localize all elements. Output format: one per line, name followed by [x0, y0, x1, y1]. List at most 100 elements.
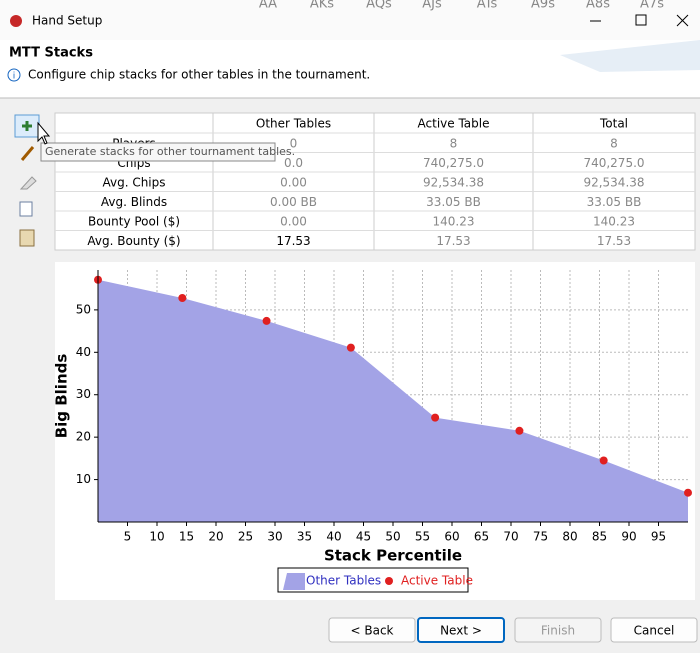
cell: 740,275.0 [423, 156, 484, 170]
cell: 0 [290, 136, 298, 150]
x-tick-label: 50 [385, 530, 400, 544]
button-label: < Back [350, 624, 393, 638]
maximize[interactable] [635, 14, 647, 26]
background-tab: A9s [531, 0, 555, 12]
x-tick-label: 80 [562, 530, 577, 544]
tooltip-text: Generate stacks for other tournament tab… [45, 145, 295, 158]
legend-label: Other Tables [306, 574, 381, 588]
y-tick-label: 40 [76, 345, 91, 359]
info-icon [7, 68, 21, 82]
y-tick-label: 50 [76, 302, 91, 316]
header-title: MTT Stacks [9, 46, 93, 61]
background-tab: AA [259, 0, 277, 12]
cell: 0.0 [284, 156, 303, 170]
point [515, 426, 524, 435]
button[interactable] [328, 617, 416, 643]
legend-swatch [283, 573, 305, 590]
row-label: Avg. Blinds [101, 195, 167, 209]
pencil-icon [20, 146, 35, 161]
cell: 0.00 [280, 175, 307, 189]
x-tick-label: 30 [267, 530, 282, 544]
tooltip-box [40, 142, 276, 162]
y-axis-label: Big Blinds [53, 354, 71, 439]
y-tick-label: 30 [76, 387, 91, 401]
x-tick-label: 55 [415, 530, 430, 544]
cell: 92,534.38 [583, 175, 644, 189]
point [346, 343, 355, 352]
background-tabs: AA AKs AQs AJs ATs A9s A8s A7s [259, 0, 664, 12]
x-tick-label: 45 [356, 530, 371, 544]
paste-button[interactable] [19, 229, 35, 247]
cell: 17.53 [436, 234, 470, 248]
cell: 140.23 [433, 214, 475, 228]
legend-box [277, 567, 469, 593]
cell[interactable]: 17.53 [276, 234, 310, 248]
cell: 140.23 [593, 214, 635, 228]
title-bar [0, 0, 700, 40]
background-tab: AQs [366, 0, 392, 12]
legend-swatch [385, 577, 393, 585]
x-tick-label: 95 [651, 530, 666, 544]
cell: 740,275.0 [583, 156, 644, 170]
x-tick-label: 90 [621, 530, 636, 544]
background-tab: ATs [477, 0, 498, 12]
x-tick-label: 5 [124, 530, 132, 544]
x-tick-label: 60 [444, 530, 459, 544]
header-decoration [560, 40, 700, 72]
table-bg [54, 112, 696, 251]
column-header: Active Table [418, 117, 490, 131]
x-tick-label: 70 [503, 530, 518, 544]
copy-button[interactable] [19, 201, 33, 217]
cell: 8 [450, 136, 458, 150]
cell: 0.00 BB [270, 195, 317, 209]
background-tab: A7s [640, 0, 664, 12]
info-i: i [13, 72, 16, 82]
x-tick-label: 75 [533, 530, 548, 544]
cell: 17.53 [597, 234, 631, 248]
plus-icon [22, 121, 32, 131]
cell: 92,534.38 [423, 175, 484, 189]
x-tick-label: 15 [179, 530, 194, 544]
cell: 8 [610, 136, 618, 150]
row-label: Avg. Chips [102, 175, 165, 189]
area [98, 279, 688, 522]
point [599, 456, 608, 465]
column-header: Other Tables [256, 117, 331, 131]
button[interactable] [610, 617, 698, 643]
background-tab: AKs [310, 0, 334, 12]
row-label: Avg. Bounty ($) [87, 234, 180, 248]
button-label: Finish [541, 624, 575, 638]
x-tick-label: 85 [592, 530, 607, 544]
close[interactable] [676, 14, 689, 27]
button-label: Next > [440, 624, 482, 638]
y-tick-label: 10 [76, 472, 91, 486]
x-axis-label: Stack Percentile [324, 547, 462, 565]
cell: 0.00 [280, 214, 307, 228]
header-bg [0, 40, 700, 98]
x-tick-label: 25 [238, 530, 253, 544]
x-tick-label: 40 [326, 530, 341, 544]
point [262, 316, 271, 325]
eraser-icon [19, 176, 37, 190]
cursor [37, 121, 51, 145]
app-icon [10, 15, 22, 27]
chart: 10 20 30 40 50 5 10 15 20 25 30 35 40 45 50 55 60 65 70 75 8… [53, 262, 695, 600]
legend-label: Active Table [401, 574, 473, 588]
y-tick-label: 20 [76, 430, 91, 444]
buttons: < Back Next > Finish Cancel [328, 617, 698, 643]
x-tick-label: 35 [297, 530, 312, 544]
background-tab: A8s [586, 0, 610, 12]
point [684, 488, 692, 497]
button[interactable] [417, 617, 505, 643]
row-label: Bounty Pool ($) [88, 214, 180, 228]
x-tick-label: 65 [474, 530, 489, 544]
cell: 33.05 BB [426, 195, 481, 209]
window-title: Hand Setup [32, 14, 102, 28]
button-label: Cancel [634, 624, 675, 638]
point [431, 413, 440, 422]
point [178, 294, 187, 302]
tooltip: Generate stacks for other tournament tab… [40, 142, 295, 162]
column-header: Total [599, 117, 628, 131]
